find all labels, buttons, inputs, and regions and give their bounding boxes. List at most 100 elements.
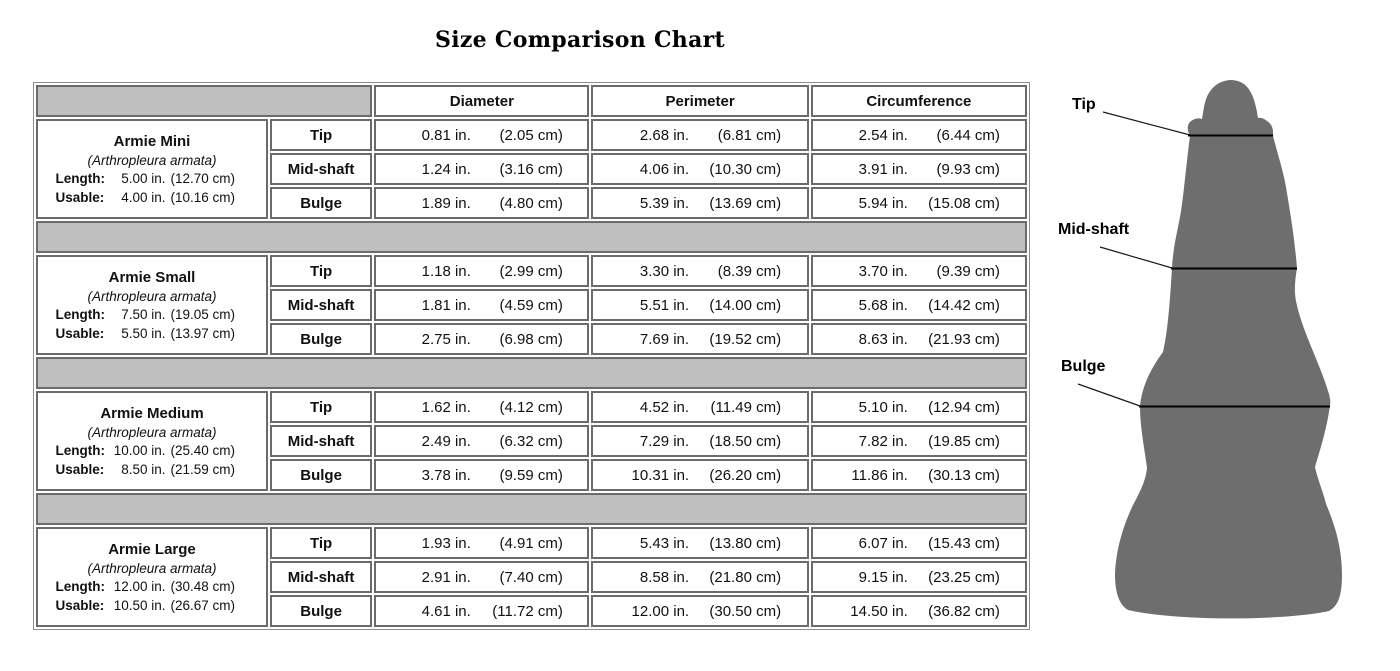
- length-cm: (12.70 cm): [170, 170, 236, 186]
- length-label: Length:: [55, 442, 105, 458]
- value-cm: (14.00 cm): [709, 296, 782, 314]
- value-in: 1.24 in.: [421, 160, 471, 178]
- value-cm: (6.44 cm): [936, 126, 1000, 144]
- value-in: 1.89 in.: [421, 194, 471, 212]
- value-cell: 4.52 in. (11.49 cm): [591, 391, 809, 423]
- product-species: (Arthropleura armata): [87, 424, 217, 440]
- value-cell: 7.69 in. (19.52 cm): [591, 323, 809, 355]
- value-cm: (3.16 cm): [499, 160, 563, 178]
- table-row: Mid-shaft 2.91 in. (7.40 cm) 8.58 in. (21.…: [36, 561, 1027, 593]
- row-label-tip: Tip: [269, 255, 373, 287]
- usable-label: Usable:: [55, 189, 105, 205]
- row-label-tip: Tip: [269, 527, 373, 559]
- value-in: 7.82 in.: [858, 432, 908, 450]
- value-cell: 10.31 in. (26.20 cm): [591, 459, 809, 491]
- value-cm: (6.98 cm): [499, 330, 563, 348]
- value-cm: (11.72 cm): [492, 602, 563, 620]
- value-cm: (10.30 cm): [709, 160, 782, 178]
- product-silhouette-shape: [1115, 80, 1342, 619]
- figure-label-bulge: Bulge: [1061, 358, 1106, 375]
- row-label-bulge: Bulge: [269, 187, 373, 219]
- value-cell: 14.50 in. (36.82 cm): [810, 595, 1027, 627]
- figure-label-midshaft: Mid-shaft: [1058, 221, 1130, 238]
- value-cm: (30.13 cm): [928, 466, 1000, 484]
- value-in: 5.39 in.: [639, 194, 690, 212]
- usable-cm: (21.59 cm): [170, 461, 236, 477]
- value-cell: 8.58 in. (21.80 cm): [591, 561, 809, 593]
- length-in: 5.00 in.: [121, 170, 166, 186]
- value-cell: 3.91 in. (9.93 cm): [810, 153, 1027, 185]
- value-in: 2.49 in.: [421, 432, 471, 450]
- value-in: 4.06 in.: [639, 160, 690, 178]
- value-in: 4.52 in.: [639, 398, 690, 416]
- table-row: Mid-shaft 1.24 in. (3.16 cm) 4.06 in. (10.…: [36, 153, 1027, 185]
- tip-leader-line: [1102, 111, 1191, 136]
- product-info-cell: Armie Large (Arthropleura armata) Length…: [36, 527, 268, 627]
- length-in: 10.00 in.: [113, 442, 166, 458]
- length-label: Length:: [55, 306, 105, 322]
- table-row: Armie Small (Arthropleura armata) Length…: [36, 255, 1027, 355]
- size-comparison-table: Diameter Perimeter Circumference Armie M…: [33, 82, 1030, 630]
- value-cell: 2.49 in. (6.32 cm): [374, 425, 590, 457]
- value-in: 10.31 in.: [631, 466, 690, 484]
- value-in: 2.68 in.: [639, 126, 690, 144]
- length-cm: (25.40 cm): [170, 442, 236, 458]
- value-in: 3.78 in.: [421, 466, 471, 484]
- value-in: 0.81 in.: [421, 126, 471, 144]
- value-in: 3.70 in.: [858, 262, 908, 280]
- value-in: 11.86 in.: [851, 466, 908, 484]
- separator-row: [36, 357, 1027, 389]
- value-in: 12.00 in.: [631, 602, 690, 620]
- value-cm: (21.80 cm): [709, 568, 782, 586]
- value-cell: 1.62 in. (4.12 cm): [374, 391, 590, 423]
- product-length: Length: 7.50 in. (19.05 cm): [38, 305, 266, 324]
- value-cell: 2.91 in. (7.40 cm): [374, 561, 590, 593]
- value-cell: 7.29 in. (18.50 cm): [591, 425, 809, 457]
- value-cell: 5.10 in. (12.94 cm): [810, 391, 1027, 423]
- usable-in: 8.50 in.: [121, 461, 166, 477]
- column-header-circumference: Circumference: [810, 85, 1027, 117]
- column-header-perimeter: Perimeter: [591, 85, 809, 117]
- separator-row: [36, 221, 1027, 253]
- value-cell: 5.51 in. (14.00 cm): [591, 289, 809, 321]
- value-in: 9.15 in.: [858, 568, 908, 586]
- product-info-cell: Armie Small (Arthropleura armata) Length…: [36, 255, 268, 355]
- length-in: 12.00 in.: [113, 578, 166, 594]
- length-cm: (30.48 cm): [170, 578, 236, 594]
- value-in: 3.30 in.: [639, 262, 690, 280]
- value-cm: (36.82 cm): [928, 602, 1000, 620]
- silhouette-svg: [1077, 80, 1342, 619]
- value-cm: (4.59 cm): [499, 296, 563, 314]
- table-row: Armie Medium (Arthropleura armata) Lengt…: [36, 391, 1027, 491]
- table-row: Armie Mini (Arthropleura armata) Length:…: [36, 119, 1027, 219]
- value-cm: (21.93 cm): [928, 330, 1000, 348]
- length-label: Length:: [55, 578, 105, 594]
- row-label-bulge: Bulge: [269, 595, 373, 627]
- product-usable: Usable: 4.00 in. (10.16 cm): [38, 188, 266, 207]
- usable-cm: (10.16 cm): [170, 189, 236, 205]
- product-length: Length: 5.00 in. (12.70 cm): [38, 169, 266, 188]
- value-cm: (12.94 cm): [928, 398, 1000, 416]
- value-in: 2.75 in.: [421, 330, 471, 348]
- value-cm: (26.20 cm): [709, 466, 782, 484]
- value-cm: (15.43 cm): [928, 534, 1000, 552]
- table-row: Armie Large (Arthropleura armata) Length…: [36, 527, 1027, 627]
- product-info-cell: Armie Mini (Arthropleura armata) Length:…: [36, 119, 268, 219]
- table-row: Bulge 3.78 in. (9.59 cm) 10.31 in. (26.20 …: [36, 459, 1027, 491]
- value-in: 5.43 in.: [639, 534, 690, 552]
- value-cm: (15.08 cm): [928, 194, 1000, 212]
- column-header-diameter: Diameter: [374, 85, 590, 117]
- value-cm: (18.50 cm): [709, 432, 782, 450]
- value-cell: 9.15 in. (23.25 cm): [810, 561, 1027, 593]
- usable-label: Usable:: [55, 597, 105, 613]
- product-info-cell: Armie Medium (Arthropleura armata) Lengt…: [36, 391, 268, 491]
- value-cell: 5.39 in. (13.69 cm): [591, 187, 809, 219]
- row-label-tip: Tip: [269, 119, 373, 151]
- value-cm: (2.99 cm): [499, 262, 563, 280]
- value-in: 4.61 in.: [421, 602, 471, 620]
- value-cm: (4.80 cm): [499, 194, 563, 212]
- usable-in: 4.00 in.: [121, 189, 166, 205]
- separator-bar: [36, 493, 1027, 525]
- separator-bar: [36, 357, 1027, 389]
- value-cell: 3.70 in. (9.39 cm): [810, 255, 1027, 287]
